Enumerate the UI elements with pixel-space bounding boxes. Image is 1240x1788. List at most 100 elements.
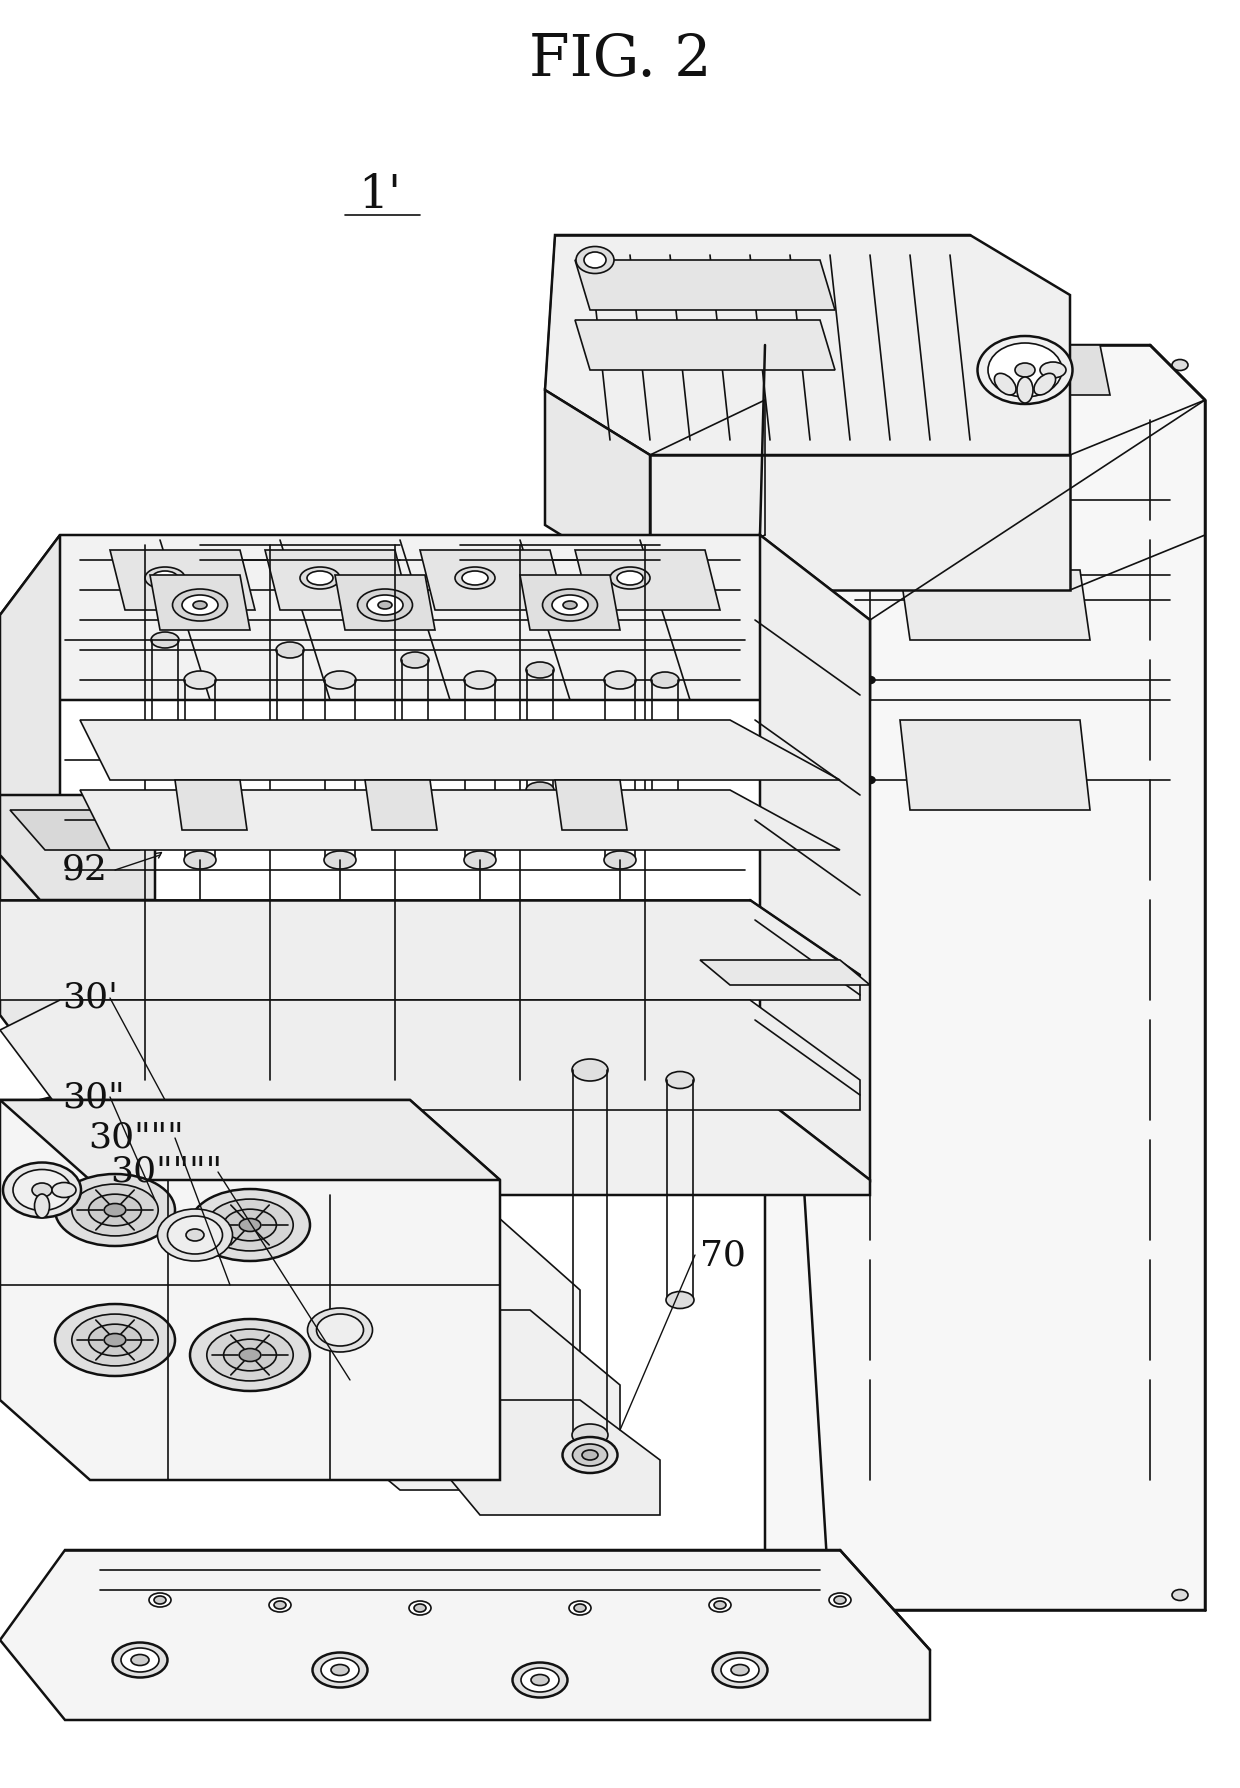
Ellipse shape: [223, 1339, 277, 1371]
Ellipse shape: [977, 336, 1073, 404]
Polygon shape: [310, 1311, 620, 1489]
Ellipse shape: [151, 753, 179, 769]
Polygon shape: [0, 796, 155, 899]
Polygon shape: [0, 1100, 500, 1480]
Ellipse shape: [151, 631, 179, 647]
Ellipse shape: [651, 792, 680, 808]
Ellipse shape: [184, 851, 216, 869]
Polygon shape: [365, 780, 436, 830]
Polygon shape: [81, 790, 839, 849]
Ellipse shape: [604, 670, 636, 688]
Ellipse shape: [324, 851, 356, 869]
Ellipse shape: [149, 1593, 171, 1607]
Polygon shape: [900, 570, 1090, 640]
Polygon shape: [420, 551, 565, 610]
Ellipse shape: [802, 1590, 818, 1600]
Text: 70: 70: [701, 1237, 746, 1271]
Ellipse shape: [574, 1604, 587, 1613]
Ellipse shape: [604, 851, 636, 869]
Text: 92: 92: [62, 853, 108, 887]
Ellipse shape: [145, 567, 185, 588]
Ellipse shape: [409, 1600, 432, 1615]
Text: 30": 30": [62, 1080, 125, 1114]
Ellipse shape: [274, 1600, 286, 1609]
Ellipse shape: [223, 1209, 277, 1241]
Ellipse shape: [563, 1438, 618, 1473]
Polygon shape: [0, 999, 861, 1110]
Ellipse shape: [531, 1675, 549, 1686]
Polygon shape: [575, 259, 835, 309]
Ellipse shape: [455, 567, 495, 588]
Ellipse shape: [572, 1423, 608, 1446]
Ellipse shape: [464, 851, 496, 869]
Ellipse shape: [802, 359, 818, 370]
Polygon shape: [110, 551, 255, 610]
Ellipse shape: [666, 1291, 694, 1309]
Ellipse shape: [300, 567, 340, 588]
Polygon shape: [760, 535, 870, 1180]
Ellipse shape: [563, 601, 577, 610]
Ellipse shape: [190, 1189, 310, 1261]
Ellipse shape: [104, 1203, 125, 1216]
Polygon shape: [150, 576, 250, 629]
Ellipse shape: [131, 1654, 149, 1665]
Ellipse shape: [651, 672, 680, 688]
Ellipse shape: [32, 1184, 52, 1196]
Polygon shape: [0, 535, 60, 1094]
Ellipse shape: [167, 1216, 222, 1253]
Ellipse shape: [573, 1445, 608, 1466]
Ellipse shape: [713, 1652, 768, 1688]
Ellipse shape: [618, 570, 644, 585]
Ellipse shape: [569, 1600, 591, 1615]
Ellipse shape: [35, 1194, 50, 1218]
Ellipse shape: [357, 588, 413, 620]
Ellipse shape: [414, 1604, 427, 1613]
Ellipse shape: [308, 570, 334, 585]
Ellipse shape: [1172, 359, 1188, 370]
Ellipse shape: [184, 670, 216, 688]
Ellipse shape: [866, 676, 875, 683]
Ellipse shape: [113, 1643, 167, 1677]
Ellipse shape: [72, 1184, 159, 1236]
Ellipse shape: [239, 1348, 260, 1361]
Ellipse shape: [1040, 361, 1066, 377]
Text: 30"""": 30"""": [110, 1155, 222, 1189]
Ellipse shape: [182, 595, 218, 615]
Ellipse shape: [526, 662, 554, 678]
Polygon shape: [0, 899, 861, 999]
Ellipse shape: [572, 1058, 608, 1082]
Ellipse shape: [55, 1303, 175, 1377]
Ellipse shape: [157, 1209, 233, 1261]
Polygon shape: [155, 1210, 580, 1480]
Ellipse shape: [207, 1200, 293, 1252]
Text: FIG. 2: FIG. 2: [528, 32, 712, 88]
Polygon shape: [10, 810, 140, 849]
Ellipse shape: [153, 570, 179, 585]
Ellipse shape: [732, 1665, 749, 1675]
Ellipse shape: [308, 1309, 372, 1352]
Ellipse shape: [543, 588, 598, 620]
Ellipse shape: [521, 1668, 559, 1691]
Ellipse shape: [526, 781, 554, 797]
Ellipse shape: [312, 1652, 367, 1688]
Ellipse shape: [988, 343, 1061, 397]
Polygon shape: [650, 454, 1070, 590]
Ellipse shape: [316, 1314, 363, 1346]
Ellipse shape: [55, 1175, 175, 1246]
Polygon shape: [546, 234, 1070, 454]
Ellipse shape: [12, 1169, 71, 1210]
Ellipse shape: [714, 1600, 725, 1609]
Polygon shape: [0, 535, 870, 699]
Ellipse shape: [72, 1314, 159, 1366]
Text: 30': 30': [62, 982, 118, 1016]
Ellipse shape: [321, 1657, 360, 1683]
Ellipse shape: [610, 567, 650, 588]
Polygon shape: [701, 960, 870, 985]
Ellipse shape: [1017, 377, 1033, 402]
Ellipse shape: [269, 1598, 291, 1613]
Polygon shape: [575, 320, 835, 370]
Polygon shape: [0, 1550, 930, 1720]
Ellipse shape: [104, 1334, 125, 1346]
Ellipse shape: [239, 1218, 260, 1232]
Ellipse shape: [88, 1325, 141, 1355]
